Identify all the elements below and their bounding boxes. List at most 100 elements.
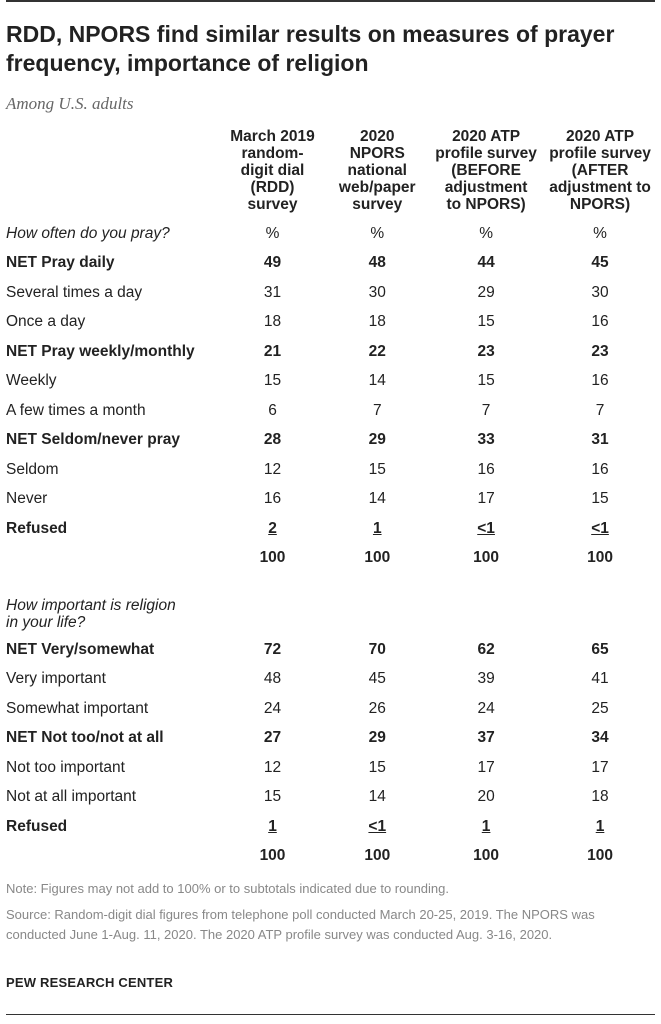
value-text: 48 [368, 254, 386, 272]
unit-cell [544, 583, 656, 635]
value-text: 15 [477, 313, 495, 331]
total-label [6, 842, 219, 872]
value-cell: 72 [219, 635, 327, 665]
value-text: 18 [591, 788, 609, 806]
column-header-line: adjustment [444, 179, 528, 196]
value-cell: 29 [326, 426, 428, 456]
table-row: Very important 48 45 39 41 [6, 665, 656, 695]
value-cell: 17 [428, 753, 544, 783]
row-label: Refused [6, 519, 68, 537]
column-header-line: (AFTER [571, 162, 629, 179]
value-cell: 7 [326, 396, 428, 426]
value-cell: 15 [428, 308, 544, 338]
value-cell: 15 [219, 783, 327, 813]
value-cell: 23 [544, 337, 656, 367]
value-text: 23 [591, 342, 609, 360]
value-text: 22 [368, 342, 386, 360]
value-text: 16 [591, 372, 609, 390]
top-rule [6, 0, 655, 2]
source-note: Source: Random-digit dial figures from t… [6, 907, 595, 942]
value-text: 7 [595, 401, 605, 419]
value-cell: 18 [544, 783, 656, 813]
row-label: NET Not too/not at all [6, 729, 164, 747]
value-cell: 20 [428, 783, 544, 813]
unit-cell: % [593, 224, 607, 242]
value-text: <1 [477, 519, 495, 537]
value-text: 17 [477, 490, 495, 508]
value-text: 16 [477, 460, 495, 478]
value-text: 24 [263, 699, 282, 717]
value-cell: 16 [544, 367, 656, 397]
table-row: NET Not too/not at all 27 29 37 34 [6, 724, 656, 754]
value-cell: 16 [428, 455, 544, 485]
column-header-2: 2020 NPORS national web/paper survey [326, 128, 428, 219]
value-text: 31 [263, 283, 282, 301]
value-cell: 1 [326, 514, 428, 544]
table-row: Not at all important 15 14 20 18 [6, 783, 656, 813]
value-text: 29 [477, 283, 495, 301]
unit-cell: % [370, 224, 385, 242]
table-row: NET Pray daily 49 48 44 45 [6, 249, 656, 279]
value-cell: 62 [428, 635, 544, 665]
section-spacer [6, 573, 656, 583]
unit-cell: % [479, 224, 493, 242]
value-text: 1 [372, 519, 382, 537]
value-cell: 41 [544, 665, 656, 695]
column-header-4: 2020 ATP profile survey (AFTER adjustment t… [544, 128, 656, 219]
value-cell: 33 [428, 426, 544, 456]
unit-cell [428, 583, 544, 635]
value-cell: 27 [219, 724, 327, 754]
value-cell: 14 [326, 367, 428, 397]
value-text: 1 [595, 817, 605, 835]
unit-cell [326, 583, 428, 635]
value-text: 30 [368, 283, 386, 301]
question-label: How important is religion in your life? [6, 583, 219, 635]
value-text: 14 [368, 372, 386, 390]
total-row: 100 100 100 100 [6, 842, 656, 872]
row-label: Very important [6, 670, 106, 688]
unit-cell [219, 583, 327, 635]
value-text: 45 [591, 254, 609, 272]
value-cell: 18 [219, 308, 327, 338]
row-label: Weekly [6, 372, 57, 390]
value-cell: 1 [544, 812, 656, 842]
value-text: 70 [368, 640, 386, 658]
value-cell: 21 [219, 337, 327, 367]
value-cell: 14 [326, 783, 428, 813]
value-cell: 6 [219, 396, 327, 426]
value-text: 23 [477, 342, 495, 360]
value-text: 25 [591, 699, 609, 717]
bottom-rule [6, 1014, 655, 1015]
question-line: in your life? [6, 614, 86, 631]
column-header-line: to NPORS) [446, 196, 526, 213]
value-cell: 29 [428, 278, 544, 308]
value-text: 33 [477, 431, 495, 449]
value-text: 2 [268, 519, 277, 537]
table-row: NET Seldom/never pray 28 29 33 31 [6, 426, 656, 456]
value-text: 18 [368, 313, 386, 331]
value-cell: 45 [544, 249, 656, 279]
value-cell: 30 [326, 278, 428, 308]
value-text: 29 [368, 431, 386, 449]
value-text: 72 [263, 640, 282, 658]
table-row: Never 16 14 17 15 [6, 485, 656, 515]
value-text: 31 [591, 431, 609, 449]
value-cell: 30 [544, 278, 656, 308]
row-label: NET Pray daily [6, 254, 115, 272]
value-text: 18 [263, 313, 282, 331]
value-text: 17 [477, 758, 495, 776]
question-row: How often do you pray?%%%% [6, 219, 656, 249]
question-row: How important is religion in your life? [6, 583, 656, 635]
table-row: Once a day 18 18 15 16 [6, 308, 656, 338]
table-row: A few times a month 6 7 7 7 [6, 396, 656, 426]
row-label: Several times a day [6, 283, 143, 301]
value-cell: 23 [428, 337, 544, 367]
footnote: Note: Figures may not add to 100% or to … [6, 881, 449, 896]
value-cell: 14 [326, 485, 428, 515]
row-label: Not at all important [6, 788, 137, 806]
value-text: 15 [263, 788, 282, 806]
value-cell: 7 [544, 396, 656, 426]
table-row: Not too important 12 15 17 17 [6, 753, 656, 783]
table-row: Weekly 15 14 15 16 [6, 367, 656, 397]
column-header-3: 2020 ATP profile survey (BEFORE adjustment t… [428, 128, 544, 219]
